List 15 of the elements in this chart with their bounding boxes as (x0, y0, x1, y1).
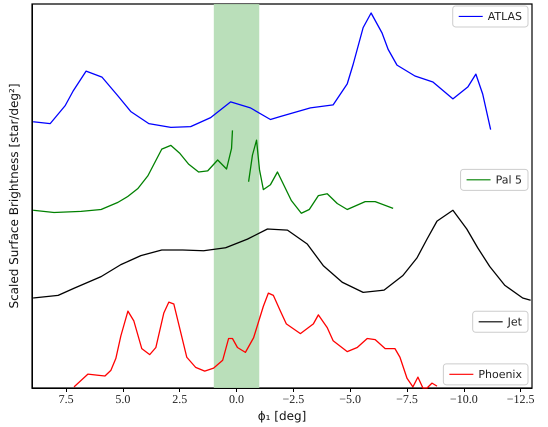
x-tick-label: −5.0 (339, 392, 362, 406)
x-axis-title: ϕ₁ [deg] (258, 409, 306, 423)
y-axis-title: Scaled Surface Brightness [star/deg²] (7, 83, 21, 309)
legend-label: Jet (506, 315, 523, 328)
x-tick-label: −10.0 (450, 392, 478, 406)
x-tick-label: −2.5 (282, 392, 304, 406)
legend-label: ATLAS (488, 10, 522, 23)
legend-label: Pal 5 (496, 173, 522, 186)
x-tick-label: −12.5 (506, 392, 535, 406)
legend-label: Phoenix (478, 368, 522, 381)
x-tick-label: 0.0 (229, 392, 244, 406)
x-tick-label: −7.5 (396, 392, 418, 406)
x-tick-label: 5.0 (115, 392, 130, 406)
x-tick-label: 7.5 (58, 392, 74, 406)
x-tick-label: 2.5 (172, 392, 188, 406)
